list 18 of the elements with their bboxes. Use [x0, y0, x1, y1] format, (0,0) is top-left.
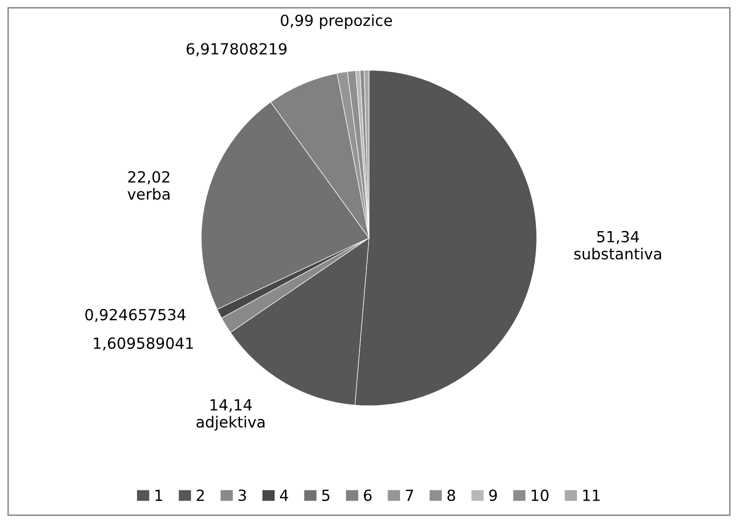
legend-label: 6	[364, 490, 372, 502]
legend-label: 4	[280, 490, 288, 501]
legend-label: 1	[155, 490, 162, 501]
data-label: 0,924657534	[85, 308, 186, 322]
legend-label: 7	[406, 490, 414, 501]
data-label: 6,917808219	[186, 43, 287, 56]
data-label: 14,14 adjektiva	[196, 399, 264, 431]
data-label: 1,609589041	[94, 337, 193, 351]
legend-label: 11	[583, 490, 600, 501]
data-label: 22,02 verba	[128, 171, 170, 200]
legend-label: 2	[196, 490, 204, 501]
legend-label: 10	[532, 490, 548, 502]
legend-label: 5	[322, 490, 330, 502]
data-label: 0,99 prepozice	[280, 14, 392, 30]
legend-label: 3	[238, 490, 246, 502]
legend-label: 8	[447, 490, 456, 502]
legend-label: 9	[489, 490, 497, 502]
data-label: 51,34 substantiva	[574, 230, 662, 260]
